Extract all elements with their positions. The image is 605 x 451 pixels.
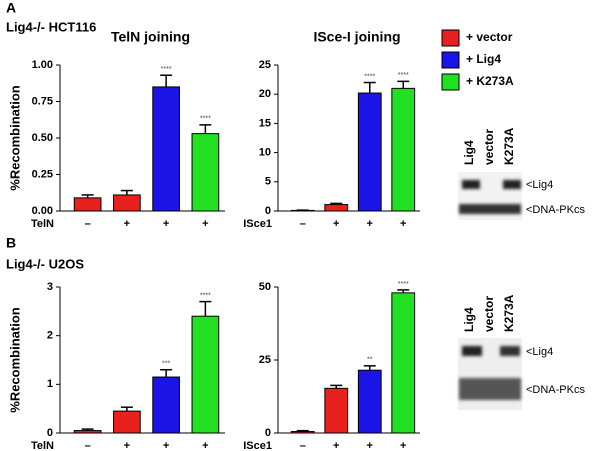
bar [391,87,416,212]
bar [113,410,141,434]
significance: **** [200,292,211,299]
x-tick-label: + [367,218,373,230]
y-tick-label: 10 [259,147,271,159]
x-tick-label: + [163,440,169,451]
band-label: <DNA-PKcs [526,204,585,216]
significance: **** [398,281,409,288]
x-tick-label: – [85,440,91,451]
bar [391,292,416,434]
y-tick-label: 0 [47,427,53,439]
x-tick-label: + [400,440,406,451]
x-tick-label: + [400,218,406,230]
bar [324,387,349,434]
cell-line: Lig4-/- U2OS [6,256,84,271]
y-tick-label: 0 [265,427,271,439]
chart-title: TelN joining [111,29,190,45]
x-tick-label: – [300,440,306,451]
significance: *** [162,361,170,368]
panel-letter: B [6,235,16,251]
bar [73,430,102,434]
treatment-label: ISce1 [243,218,272,230]
x-tick-label: + [333,440,339,451]
x-tick-label: + [367,440,373,451]
bands [459,346,521,400]
legend-swatch [441,73,460,91]
bar [357,369,382,434]
x-tick-label: – [300,218,306,230]
x-tick-label: + [202,440,208,451]
y-axis-label: %Recombination [7,307,22,413]
significance: **** [200,116,211,123]
panel-letter: A [6,0,16,16]
bar [191,133,220,212]
y-tick-label: 5 [265,176,271,188]
x-tick-label: + [124,218,130,230]
significance: **** [161,66,172,73]
lane-label: K273A [502,294,516,332]
bar [73,197,102,212]
band-label: <Lig4 [526,346,553,358]
legend-swatch [441,29,460,47]
y-tick-label: 0.00 [32,205,53,217]
bar [290,431,315,434]
significance: ** [367,357,373,364]
lane-label: Lig4 [462,307,476,332]
y-tick-label: 50 [259,281,271,293]
y-tick-label: 0 [265,205,271,217]
y-tick-label: 0.50 [32,132,53,144]
chart-title: ISce-I joining [313,29,400,45]
treatment-label: ISce1 [243,440,272,451]
y-tick-label: 25 [259,59,271,71]
bar [113,194,141,212]
x-tick-label: – [85,218,91,230]
y-tick-label: 15 [259,117,271,129]
y-tick-label: 3 [47,281,53,293]
y-axis-label: %Recombination [7,85,22,191]
lane-label: vector [482,129,496,165]
lane-label: vector [482,296,496,332]
bands [459,180,521,214]
treatment-label: TelN [31,440,54,451]
lane-label: K273A [502,127,516,165]
significance: **** [398,72,409,79]
y-tick-label: 0.25 [32,168,53,180]
bar [324,204,349,212]
legend-swatch [441,51,460,69]
legend-label: + vector [466,30,513,44]
legend-label: + K273A [466,74,514,88]
y-tick-label: 20 [259,88,271,100]
band-label: <Lig4 [526,179,553,191]
bar [152,86,180,212]
y-tick-label: 1 [47,378,53,390]
band-label: <DNA-PKcs [526,384,585,396]
y-tick-label: 0.75 [32,95,53,107]
x-tick-label: + [163,218,169,230]
treatment-label: TelN [31,218,54,230]
bar [152,376,180,434]
lane-label: Lig4 [462,140,476,165]
x-tick-label: + [333,218,339,230]
y-tick-label: 1.00 [32,59,53,71]
significance: **** [364,73,375,80]
x-tick-label: + [124,440,130,451]
bar [191,315,220,434]
bar [357,92,382,212]
x-tick-label: + [202,218,208,230]
bar [290,209,315,212]
legend-label: + Lig4 [466,52,501,66]
y-tick-label: 25 [259,354,271,366]
y-tick-label: 2 [47,330,53,342]
cell-line: Lig4-/- HCT116 [6,19,96,34]
